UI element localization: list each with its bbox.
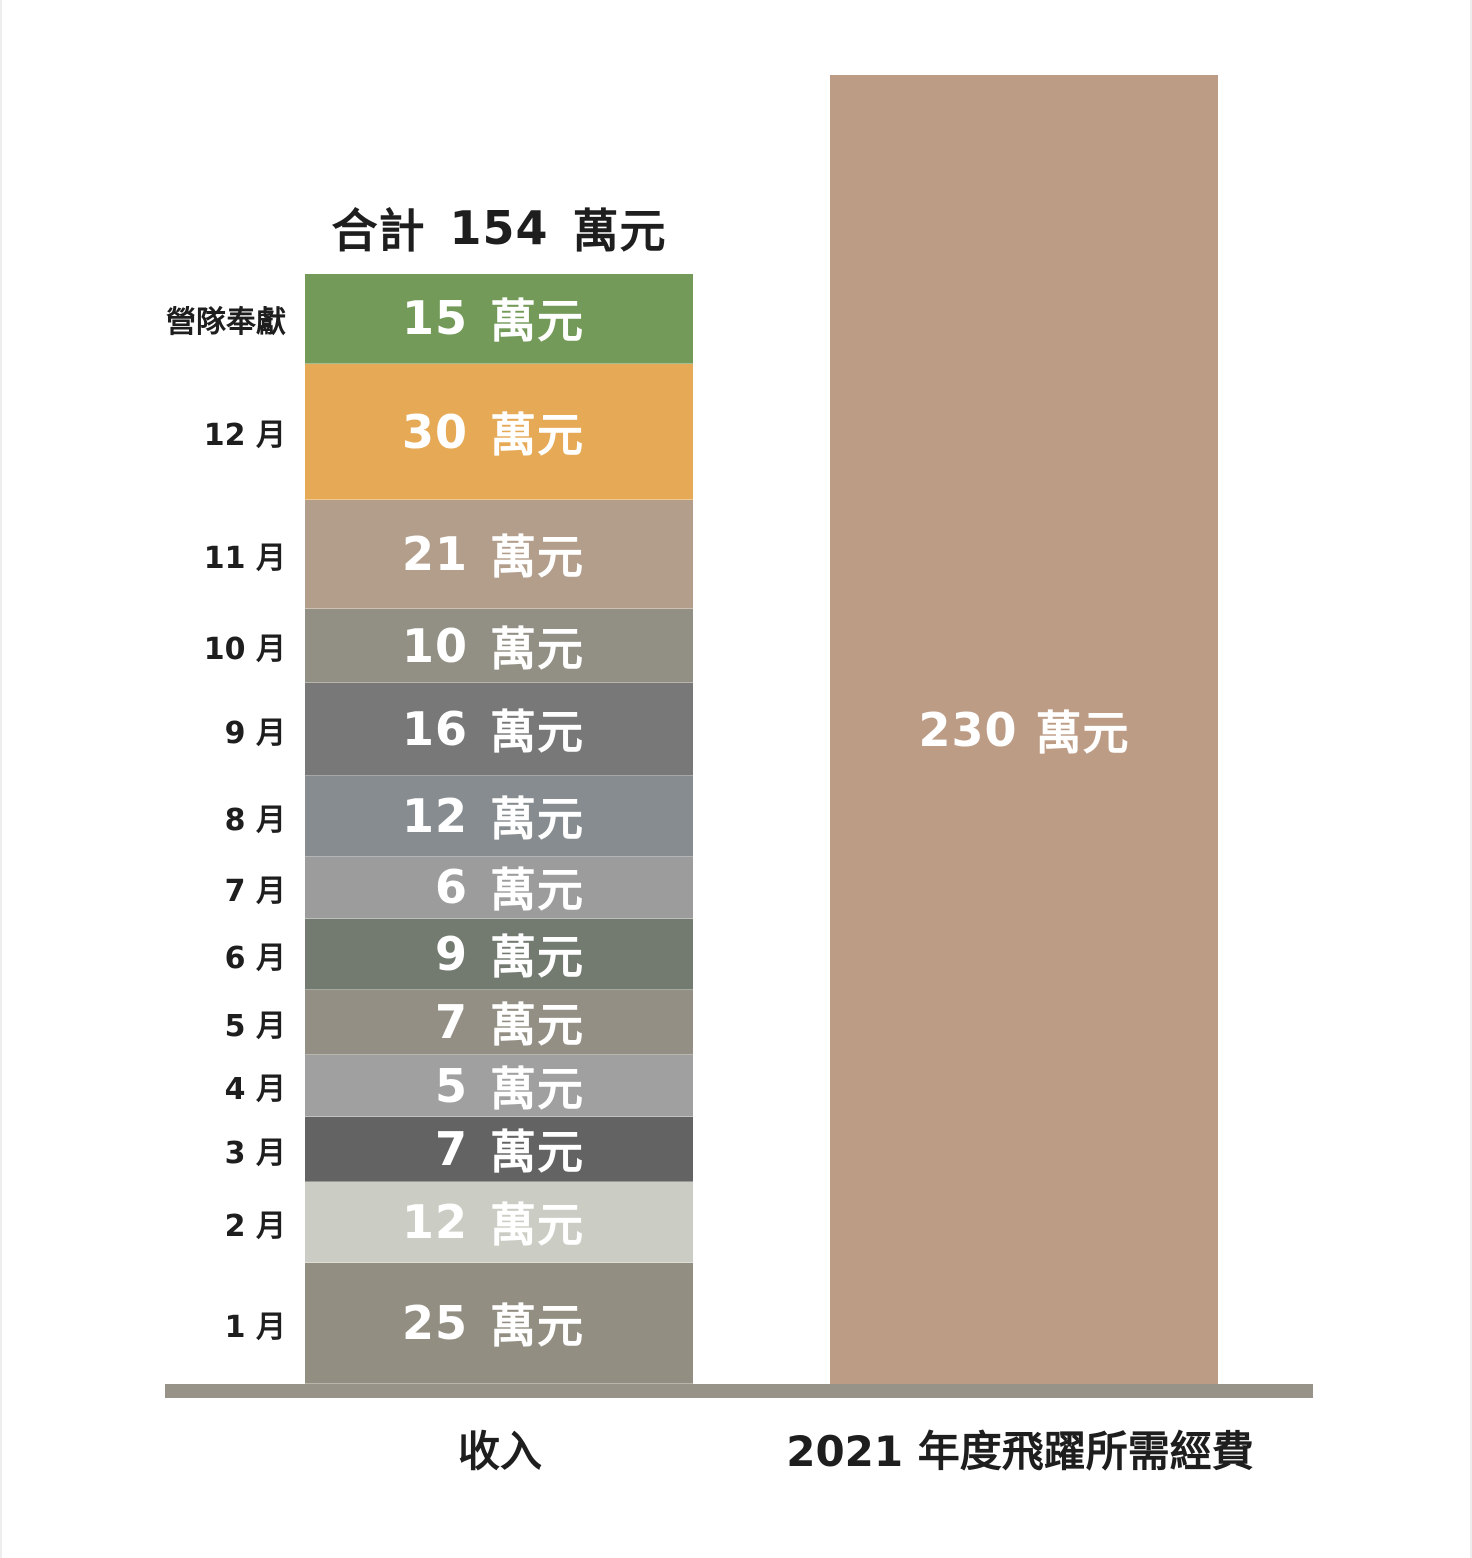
category-label: 3 月 — [224, 1135, 286, 1171]
needed-funding-value: 230 — [918, 702, 1018, 757]
stack-segment: 12 萬元 — [305, 776, 693, 857]
needed-funding-bar: 230 萬元 — [830, 75, 1218, 1384]
stack-segment: 5 萬元 — [305, 1053, 693, 1119]
segment-data-label: 15 萬元 — [305, 285, 693, 351]
segment-value: 9 — [434, 927, 468, 982]
segment-unit: 萬元 — [490, 1299, 584, 1354]
segment-unit: 萬元 — [490, 294, 584, 349]
segment-unit: 萬元 — [490, 705, 584, 760]
x-label-income: 收入 — [457, 1426, 542, 1476]
segment-value: 6 — [434, 860, 468, 915]
stack-segment: 9 萬元 — [305, 918, 693, 991]
total-label-text: 合計 — [331, 204, 426, 258]
segment-unit: 萬元 — [490, 863, 584, 918]
stack-segment: 7 萬元 — [305, 989, 693, 1056]
stack-segment: 25 萬元 — [305, 1263, 693, 1384]
stack-segment: 15 萬元 — [305, 274, 693, 364]
segment-data-label: 25 萬元 — [305, 1290, 693, 1356]
segment-unit: 萬元 — [490, 1198, 584, 1253]
segment-data-label: 7 萬元 — [305, 989, 693, 1055]
segment-data-label: 12 萬元 — [305, 1189, 693, 1255]
stack-segment: 16 萬元 — [305, 683, 693, 777]
segment-value: 12 — [401, 1195, 468, 1250]
category-label: 11 月 — [203, 540, 286, 576]
segment-data-label: 21 萬元 — [305, 521, 693, 587]
segment-unit: 萬元 — [490, 530, 584, 585]
category-label: 7 月 — [224, 873, 286, 909]
stack-segment: 30 萬元 — [305, 363, 693, 501]
segment-value: 5 — [434, 1058, 468, 1113]
total-label: 合計 154 萬元 — [305, 196, 693, 260]
segment-value: 10 — [401, 618, 468, 673]
segment-data-label: 9 萬元 — [305, 921, 693, 987]
segment-data-label: 5 萬元 — [305, 1053, 693, 1119]
segment-data-label: 6 萬元 — [305, 854, 693, 920]
segment-data-label: 7 萬元 — [305, 1116, 693, 1182]
x-label-needed-funding: 2021 年度飛躍所需經費 — [786, 1426, 1254, 1476]
segment-unit: 萬元 — [490, 407, 584, 462]
category-label: 8 月 — [224, 802, 286, 838]
segment-value: 7 — [434, 1122, 468, 1177]
segment-value: 12 — [401, 789, 468, 844]
stack-segment: 6 萬元 — [305, 854, 693, 920]
chart-baseline — [165, 1384, 1313, 1398]
needed-funding-unit: 萬元 — [1035, 705, 1130, 760]
category-label: 2 月 — [224, 1208, 286, 1244]
stack-segment: 21 萬元 — [305, 500, 693, 609]
frame-edge-right — [1470, 0, 1472, 1558]
frame-edge-left — [0, 0, 2, 1558]
category-label: 12 月 — [203, 418, 286, 454]
segment-value: 30 — [401, 404, 468, 459]
segment-data-label: 16 萬元 — [305, 696, 693, 762]
segment-value: 7 — [434, 995, 468, 1050]
segment-value: 15 — [401, 291, 468, 346]
total-value: 154 — [449, 201, 549, 255]
segment-data-label: 12 萬元 — [305, 783, 693, 849]
segment-unit: 萬元 — [490, 1061, 584, 1116]
stack-segment: 7 萬元 — [305, 1116, 693, 1183]
segment-data-label: 30 萬元 — [305, 399, 693, 465]
segment-unit: 萬元 — [490, 1125, 584, 1180]
segment-value: 25 — [401, 1296, 468, 1351]
segment-unit: 萬元 — [490, 998, 584, 1053]
segment-unit: 萬元 — [490, 621, 584, 676]
category-label: 10 月 — [203, 632, 286, 668]
category-label: 5 月 — [224, 1008, 286, 1044]
segment-value: 16 — [401, 702, 468, 757]
stack-segment: 12 萬元 — [305, 1182, 693, 1264]
category-label: 9 月 — [224, 715, 286, 751]
segment-unit: 萬元 — [490, 792, 584, 847]
category-label: 1 月 — [224, 1309, 286, 1345]
category-label: 6 月 — [224, 940, 286, 976]
category-label: 4 月 — [224, 1072, 286, 1108]
stack-segment: 10 萬元 — [305, 608, 693, 684]
category-label: 營隊奉獻 — [166, 304, 286, 340]
segment-data-label: 10 萬元 — [305, 613, 693, 679]
total-unit: 萬元 — [572, 204, 667, 258]
segment-value: 21 — [401, 527, 468, 582]
segment-unit: 萬元 — [490, 930, 584, 985]
